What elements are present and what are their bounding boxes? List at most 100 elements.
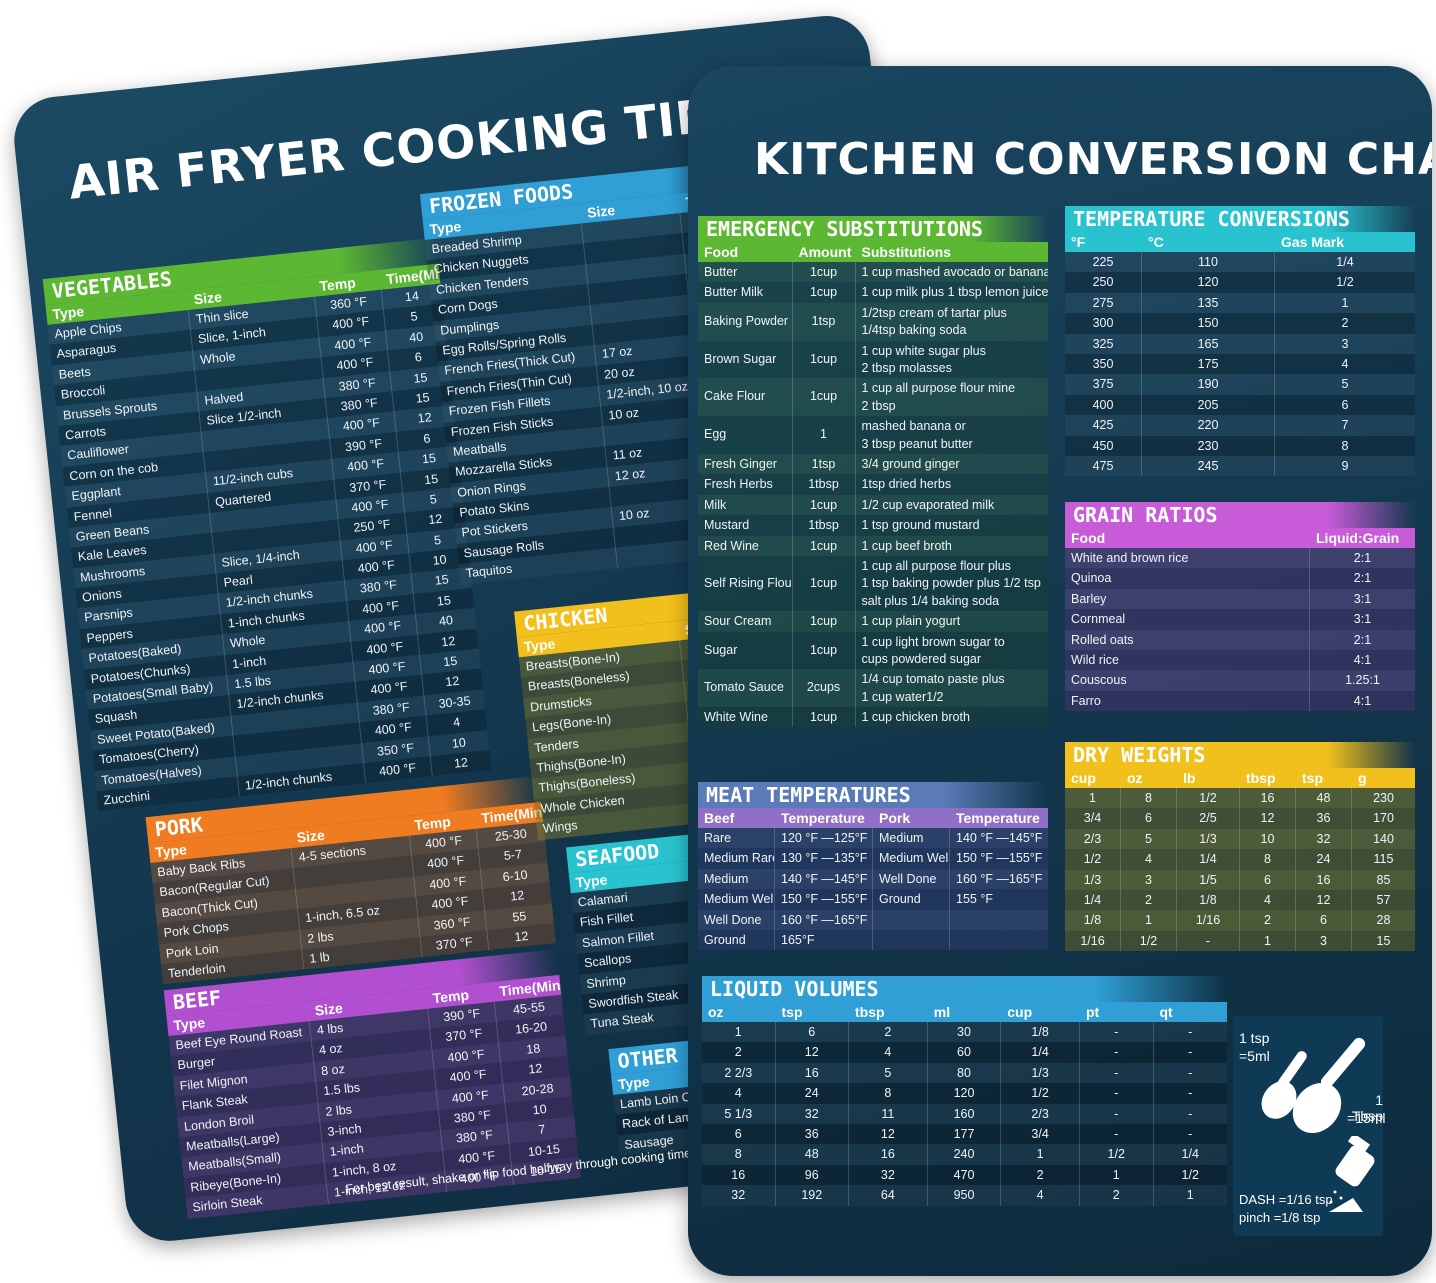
temp-row: 450 230 8 (1065, 435, 1415, 456)
dry-cell: 1/2 (1121, 930, 1177, 952)
temp-row: 325 165 3 (1065, 333, 1415, 354)
dry-row: 1/2 4 1/4 8 24 115 (1065, 849, 1415, 870)
dry-cell: 12 (1296, 889, 1352, 911)
emergency-substitution-line: 1 cup milk plus 1 tbsp lemon juice (861, 285, 1049, 300)
emergency-substitution: 1/2tsp cream of tartar plus 1/4tsp baking… (856, 303, 1049, 341)
emergency-substitution: mashed banana or 3 tbsp peanut butter (856, 416, 1049, 454)
emergency-substitution-line: 1 tsp ground mustard (861, 518, 980, 533)
liquid-row: 4 24 8 120 1/2- - (702, 1083, 1227, 1104)
emergency-row: Baking Powder 1tsp 1/2tsp cream of tartar … (698, 302, 1049, 341)
liquid-cell: 4 (849, 1042, 928, 1063)
emergency-food: Milk (698, 494, 793, 516)
dry-cell: 32 (1296, 828, 1352, 850)
liquid-cell: 240 (928, 1144, 1002, 1165)
temp-col-header: °F (1071, 234, 1086, 250)
emergency-food: Red Wine (698, 535, 793, 556)
temp-row: 350 175 4 (1065, 353, 1415, 375)
liquid-row: 32 192 64 950 4 2 1 (702, 1185, 1227, 1206)
emergency-substitution-line: 1 tsp baking powder plus 1/2 tsp (861, 576, 1041, 591)
emergency-amount: 1cup (793, 378, 856, 417)
emergency-amount: 1tbsp (793, 515, 856, 536)
temp-cell: 375 (1065, 374, 1142, 395)
liquid-col-header: qt (1159, 1004, 1173, 1020)
meat-cell: 160 °F —165°F (956, 871, 1043, 886)
emergency-row: Mustard 1tbsp 1 tsp ground mustard (698, 515, 1048, 536)
temp-cell: 275 (1065, 292, 1142, 314)
liquid-col-header: tsp (781, 1004, 803, 1020)
liquid-cell: 60 (928, 1042, 1002, 1063)
meat-row: Ground 165°F (698, 929, 1048, 951)
temp-cell: 400 (1065, 394, 1142, 416)
emergency-substitution-line: 3/4 ground ginger (861, 456, 960, 471)
temp-cell: 5 (1341, 377, 1349, 392)
grain-cell: Quinoa (1065, 568, 1310, 589)
liquid-column-headers: oz tsp tbsp ml cup pt qt (702, 1002, 1227, 1022)
tbsp-label: 1 Tbsp (1351, 1092, 1383, 1124)
dry-cell: 85 (1376, 872, 1391, 887)
dry-header: DRY WEIGHTS (1065, 742, 1415, 768)
meat-cell (873, 929, 950, 951)
dry-cell: 28 (1376, 913, 1391, 928)
emergency-row: Sugar 1cup 1 cup light brown sugar to cups … (698, 631, 1048, 670)
conversion-card: KITCHEN CONVERSION CHART EMERGENCY SUBST… (688, 66, 1432, 1276)
tsp-ml-label: =5ml (1239, 1048, 1270, 1064)
liquid-cell: 2 (702, 1042, 776, 1063)
meat-col-header: Temperature (956, 810, 1040, 826)
emergency-amount: 1cup (793, 282, 856, 303)
dry-cell: 2 (1121, 889, 1177, 911)
meat-column-headers: Beef Temperature Pork Temperature (698, 808, 1048, 828)
grain-cell: 2:1 (1353, 551, 1372, 565)
emergency-amount: 1cup (793, 535, 856, 556)
emergency-substitution-line: 1 cup light brown sugar to (861, 634, 1005, 649)
emergency-row: Brown Sugar 1cup 1 cup white sugar plus 2 t… (698, 340, 1049, 379)
dry-cell: 48 (1296, 788, 1352, 809)
liquid-cell: 4 (1001, 1185, 1080, 1206)
dry-cell: 140 (1373, 831, 1394, 846)
dry-col-header: oz (1127, 770, 1143, 786)
liquid-cell: 16 (702, 1164, 776, 1186)
meat-cell: 150 °F —155°F (775, 889, 873, 910)
liquid-cell: - (1080, 1062, 1154, 1084)
grain-row: White and brown rice 2:1 (1065, 548, 1415, 569)
meat-temperatures-section: MEAT TEMPERATURES Beef Temperature Pork Temp… (698, 782, 1048, 951)
meat-cell: Medium (698, 868, 775, 890)
temp-row: 375 190 5 (1065, 374, 1415, 395)
dry-cell: 3/4 (1065, 808, 1121, 829)
dry-cell: 8 (1240, 849, 1296, 870)
liquid-cell: 3/4 (1001, 1123, 1080, 1145)
emergency-substitution-line: 1 cup all purpose flour mine (861, 381, 1016, 396)
emergency-substitution-line: 1/4 cup tomato paste plus (861, 672, 1005, 687)
dry-cell: 1/4 (1177, 849, 1240, 870)
emergency-substitution: 1 cup white sugar plus 2 tbsp molasses (856, 341, 1049, 379)
grain-cell: Rolled oats (1065, 629, 1310, 650)
emergency-substitution: 1 cup chicken broth (856, 707, 1049, 727)
liquid-cell: 470 (928, 1164, 1002, 1186)
dry-cell: 1 (1240, 930, 1296, 952)
liquid-cell: 32 (702, 1185, 776, 1206)
liquid-volumes-section: LIQUID VOLUMES oz tsp tbsp ml cup pt qt 1 6 2 30 1/8… (702, 976, 1227, 1206)
emergency-substitution-line: 1/2tsp cream of tartar plus (861, 305, 1007, 320)
emergency-row: Fresh Ginger 1tsp 3/4 ground ginger (698, 453, 1048, 475)
emergency-amount: 1cup (793, 707, 856, 728)
liquid-row: 16 96 32 470 2 1 1/2 (702, 1164, 1227, 1186)
liquid-cell: 1/8 (1001, 1022, 1080, 1043)
temp-cell: 135 (1142, 292, 1275, 314)
liquid-cell: 1 (1001, 1144, 1080, 1165)
liquid-cell: - (1080, 1083, 1154, 1104)
grain-cell: Barley (1065, 588, 1310, 610)
liquid-cell: 24 (776, 1083, 849, 1104)
pinch-label: pinch =1/8 tsp (1239, 1210, 1321, 1225)
temp-row: 275 135 1 (1065, 292, 1415, 314)
liquid-cell: 6 (702, 1123, 776, 1145)
liquid-cell: 8 (702, 1144, 776, 1165)
liquid-row: 2 12 4 60 1/4- - (702, 1042, 1227, 1063)
grain-column-headers: Food Liquid:Grain (1065, 528, 1415, 548)
liquid-cell: 2 (849, 1022, 928, 1043)
emergency-row: Cake Flour 1cup 1 cup all purpose flour mi… (698, 378, 1048, 417)
emergency-row: Tomato Sauce 2cups 1/4 cup tomato paste pl… (698, 669, 1048, 708)
meat-cell: Well Done (873, 868, 950, 890)
temp-row: 225 110 1/4 (1065, 252, 1415, 273)
dry-cell: 36 (1296, 808, 1352, 829)
meat-cell: Medium Well (873, 848, 950, 869)
emergency-row: Red Wine 1cup 1 cup beef broth (698, 535, 1048, 556)
